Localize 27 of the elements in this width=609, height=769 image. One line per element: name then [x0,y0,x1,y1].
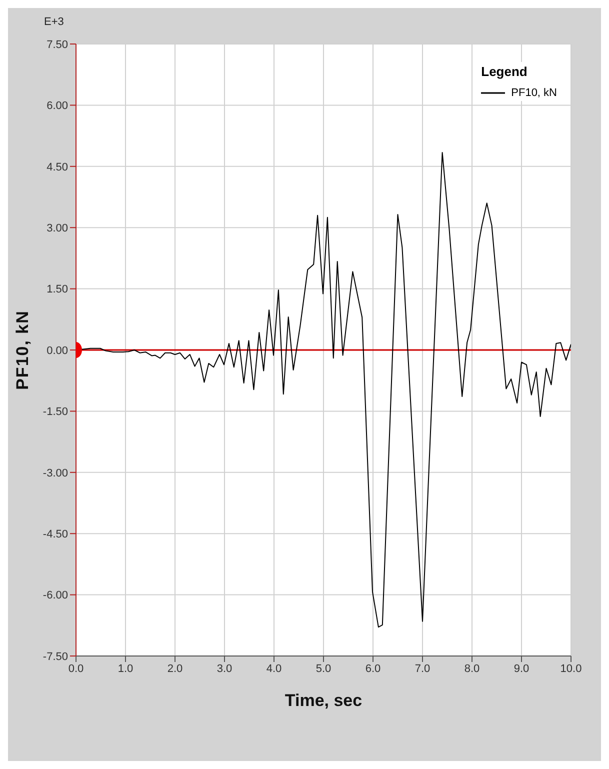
x-tick-label: 6.0 [365,662,381,675]
y-tick-label: 6.00 [46,100,68,112]
y-tick-label: 7.50 [46,38,68,51]
y-axis-title: PF10, kN [13,310,32,390]
y-tick-label: 4.50 [46,161,68,174]
y-tick-label: -6.00 [42,590,68,602]
x-tick-label: 10.0 [560,662,582,675]
x-tick-label: 9.0 [514,662,530,675]
legend-title: Legend [481,64,528,79]
legend-label: PF10, kN [511,87,557,99]
x-axis-title: Time, sec [284,691,362,710]
y-tick-label: 0.00 [46,344,68,357]
y-tick-label: -3.00 [42,467,68,480]
x-tick-label: 0.0 [68,662,84,675]
y-tick-label: -1.50 [42,406,68,418]
y-tick-label: 1.50 [46,284,68,296]
y-tick-label: -7.50 [42,650,68,663]
x-tick-label: 7.0 [414,662,430,675]
text: E+3 [44,16,64,28]
y-tick-label: 3.00 [46,222,68,235]
y-tick-label: -4.50 [42,528,68,541]
x-tick-label: 3.0 [216,662,232,675]
x-tick-label: 4.0 [266,662,282,675]
x-tick-label: 8.0 [464,662,480,675]
x-tick-label: 5.0 [316,662,332,675]
x-tick-label: 1.0 [118,662,134,675]
x-tick-label: 2.0 [167,662,183,675]
